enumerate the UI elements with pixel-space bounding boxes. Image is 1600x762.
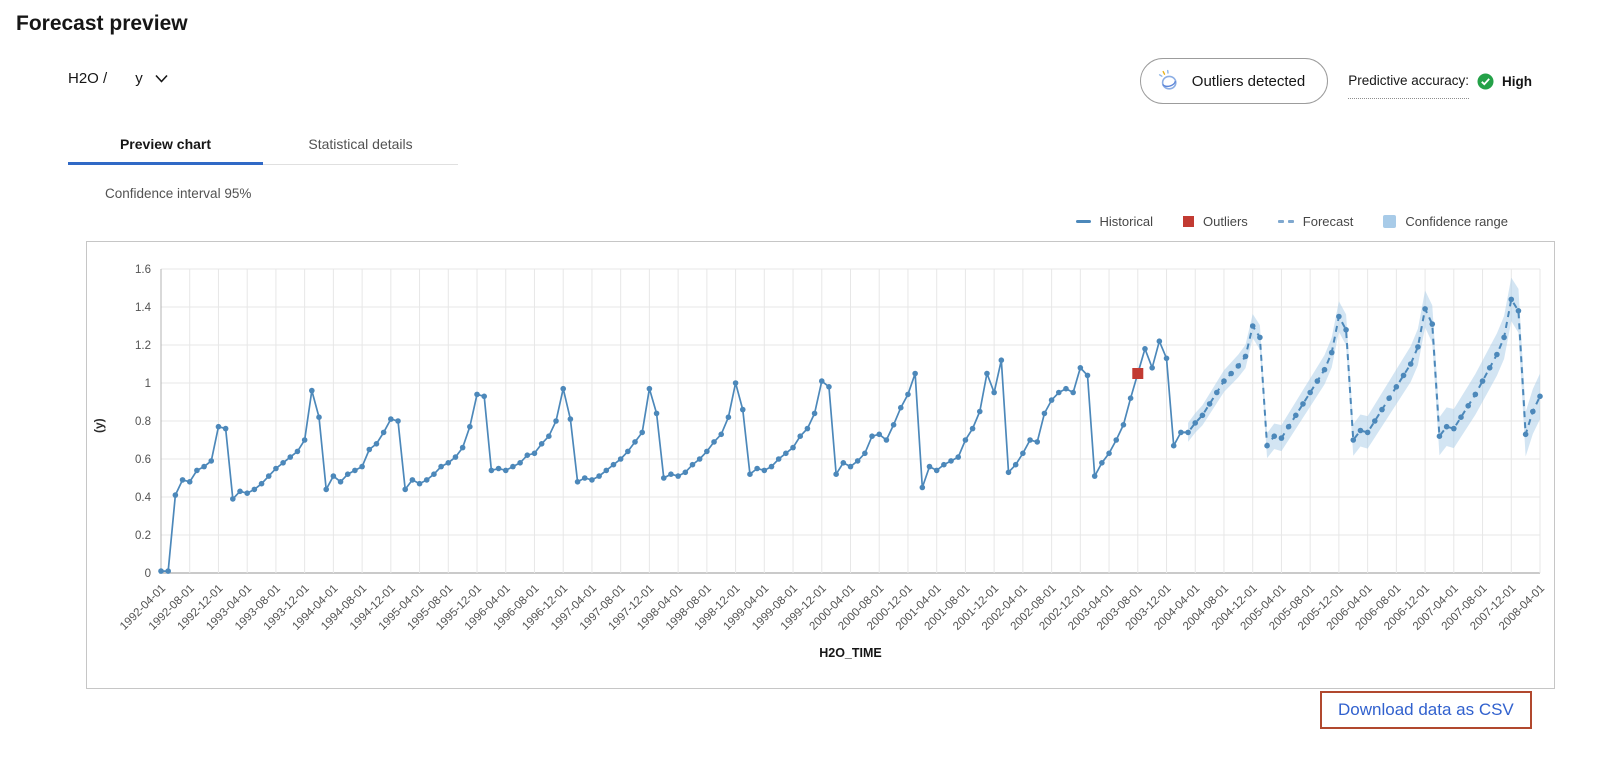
selector-value[interactable]: y: [135, 70, 143, 87]
predictive-accuracy-label: Predictive accuracy:: [1348, 73, 1469, 99]
svg-text:1: 1: [145, 378, 151, 390]
legend-label: Confidence range: [1405, 214, 1508, 229]
svg-text:1.4: 1.4: [135, 302, 152, 314]
download-csv-button[interactable]: Download data as CSV: [1320, 691, 1532, 729]
variable-selector[interactable]: H2O / y: [68, 70, 168, 87]
legend-item-confidence: Confidence range: [1383, 214, 1508, 229]
svg-text:0.8: 0.8: [135, 416, 151, 428]
svg-text:0.2: 0.2: [135, 530, 151, 542]
tab-bar: Preview chart Statistical details: [68, 126, 458, 165]
status-group: Outliers detected Predictive accuracy: H…: [1139, 58, 1532, 104]
svg-text:0.6: 0.6: [135, 454, 151, 466]
page-title: Forecast preview: [16, 12, 188, 35]
legend-label: Outliers: [1202, 214, 1248, 229]
chart-legend: Historical Outliers Forecast Confidence …: [1075, 214, 1508, 229]
legend-label: Historical: [1099, 214, 1153, 229]
tab-preview-chart[interactable]: Preview chart: [68, 126, 263, 165]
ai-sparkle-icon: [1156, 68, 1182, 94]
svg-text:(y): (y): [92, 418, 106, 433]
historical-line-swatch: [1075, 220, 1091, 223]
outlier-square-swatch: [1182, 216, 1194, 227]
legend-item-outliers: Outliers: [1182, 214, 1248, 229]
chart-container: 0 0.2 0.4 0.6 0.8 1 1.2 1.4 1.6 1992-04-01 1992-08…: [86, 241, 1555, 689]
predictive-accuracy-value: High: [1502, 73, 1532, 89]
svg-text:H2O_TIME: H2O_TIME: [819, 646, 882, 660]
confidence-interval-label: Confidence interval 95%: [105, 186, 252, 201]
selector-prefix: H2O /: [68, 70, 108, 87]
confidence-range-swatch: [1383, 215, 1397, 228]
legend-item-forecast: Forecast: [1277, 214, 1354, 229]
outliers-detected-badge[interactable]: Outliers detected: [1139, 58, 1329, 104]
legend-item-historical: Historical: [1075, 214, 1153, 229]
outliers-badge-label: Outliers detected: [1191, 72, 1306, 90]
svg-text:1.6: 1.6: [135, 264, 151, 276]
check-circle-icon: [1477, 73, 1494, 90]
tab-statistical-details[interactable]: Statistical details: [263, 126, 458, 165]
svg-text:0: 0: [145, 568, 151, 580]
svg-text:0.4: 0.4: [135, 492, 152, 504]
svg-text:1.2: 1.2: [135, 340, 151, 352]
chevron-down-icon[interactable]: [155, 74, 168, 83]
forecast-dash-swatch: [1277, 220, 1294, 223]
predictive-accuracy: Predictive accuracy: High: [1348, 73, 1532, 99]
legend-label: Forecast: [1302, 214, 1354, 229]
forecast-chart: 00.20.40.60.811.21.41.61992-04-011992-08…: [92, 264, 1547, 660]
